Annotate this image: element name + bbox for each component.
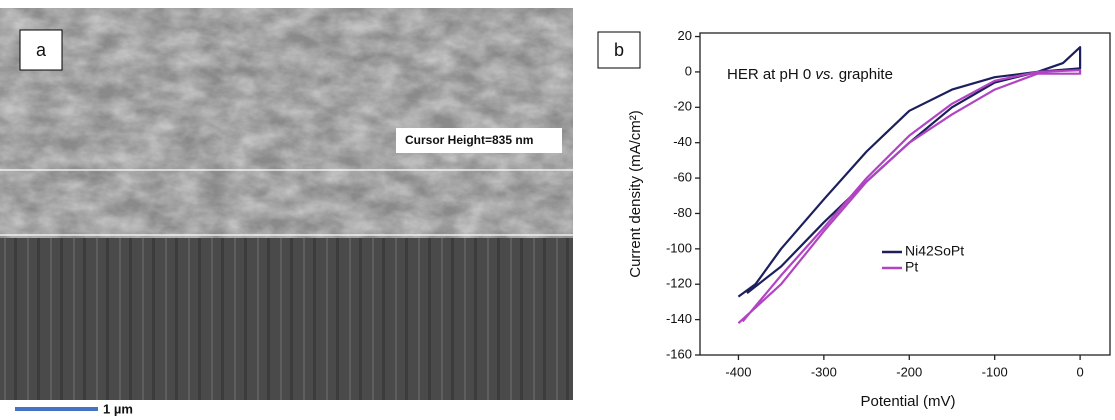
plot-frame bbox=[699, 32, 1111, 356]
y-tick-label: -40 bbox=[673, 134, 692, 149]
y-tick-label: -100 bbox=[666, 240, 692, 255]
x-tick-label: -300 bbox=[811, 364, 837, 379]
y-axis-label: Current density (mA/cm²) bbox=[627, 110, 644, 278]
sem-image bbox=[0, 8, 573, 400]
panel-label: b bbox=[614, 40, 624, 60]
annotation-part: HER at pH 0 bbox=[727, 66, 815, 83]
label-box bbox=[19, 29, 63, 71]
y-tick-label: -60 bbox=[673, 170, 692, 185]
series-line bbox=[737, 69, 1082, 325]
y-tick-label: -140 bbox=[666, 311, 692, 326]
y-tick-label: 20 bbox=[678, 28, 692, 43]
scale-label: 1 µm bbox=[103, 401, 133, 416]
legend-label: Pt bbox=[905, 259, 918, 275]
y-tick-label: -120 bbox=[666, 276, 692, 291]
x-tick-label: -200 bbox=[896, 364, 922, 379]
panel-label: a bbox=[36, 40, 47, 60]
annotation: HER at pH 0 vs. graphite bbox=[727, 66, 893, 83]
label-box bbox=[597, 31, 641, 69]
y-tick-label: -20 bbox=[673, 99, 692, 114]
x-axis-label: Potential (mV) bbox=[860, 393, 955, 410]
cursor-label: Cursor Height=835 nm bbox=[405, 133, 533, 147]
y-tick-label: -160 bbox=[666, 346, 692, 361]
y-tick-label: 0 bbox=[685, 63, 692, 78]
y-tick-label: -80 bbox=[673, 205, 692, 220]
annotation-part: vs. bbox=[815, 66, 834, 83]
x-tick-label: 0 bbox=[1076, 364, 1083, 379]
annotation-part: graphite bbox=[835, 66, 893, 83]
x-tick-label: -100 bbox=[982, 364, 1008, 379]
x-tick-label: -400 bbox=[725, 364, 751, 379]
cursor-box bbox=[396, 128, 562, 153]
legend-label: Ni42SoPt bbox=[905, 243, 964, 259]
